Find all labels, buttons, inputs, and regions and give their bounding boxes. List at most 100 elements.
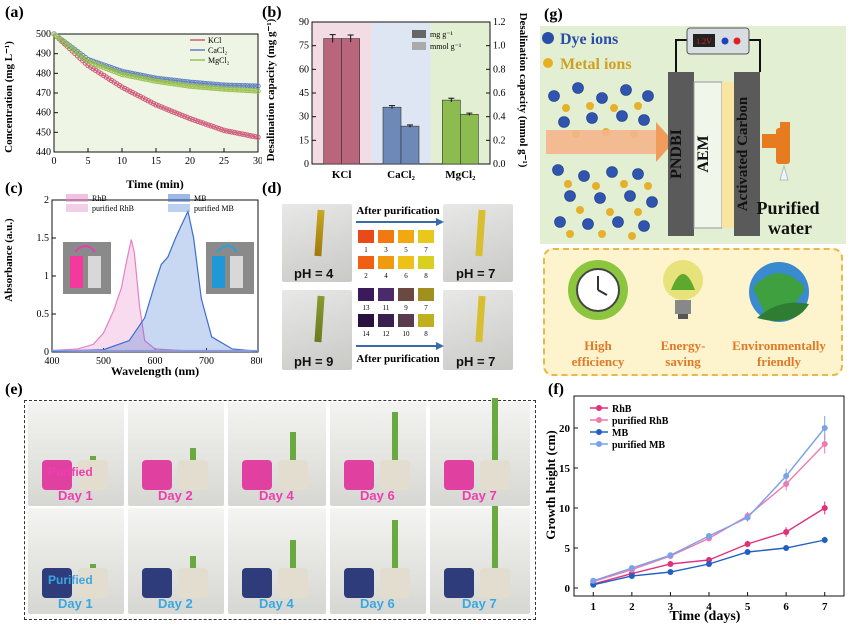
legend-marker bbox=[596, 429, 602, 435]
data-point bbox=[202, 121, 209, 127]
dye-ion bbox=[620, 84, 632, 96]
data-point bbox=[252, 88, 259, 94]
bar-mg bbox=[323, 38, 342, 165]
data-point bbox=[161, 79, 167, 86]
data-point bbox=[121, 72, 128, 78]
dye-ion bbox=[552, 164, 564, 176]
data-point bbox=[244, 132, 251, 138]
data-point bbox=[213, 124, 219, 131]
data-point bbox=[142, 76, 149, 82]
data-point bbox=[171, 81, 178, 87]
legend-label: MB bbox=[612, 428, 628, 439]
panel-label-g: (g) bbox=[544, 6, 563, 23]
dye-ion bbox=[582, 218, 594, 230]
g-cell-diagram: Dye ions Metal ions 1.2V PNDBI AEM Activ… bbox=[542, 27, 820, 240]
data-point bbox=[176, 81, 183, 88]
legend-swatch bbox=[66, 194, 88, 202]
x-tick-label: 5 bbox=[745, 601, 751, 613]
data-point bbox=[124, 72, 130, 79]
mb-arrow bbox=[216, 245, 238, 253]
ph-swatch-label: 12 bbox=[383, 330, 391, 338]
chart-f-xlabel: Time (days) bbox=[670, 609, 741, 624]
data-point bbox=[744, 541, 751, 547]
x-tick-label: 1 bbox=[591, 601, 597, 613]
ph-swatch bbox=[418, 314, 434, 327]
benefit-3b: friendly bbox=[757, 354, 802, 369]
metal-ion bbox=[610, 104, 618, 112]
data-point bbox=[205, 122, 212, 128]
legend-swatch bbox=[412, 30, 426, 38]
after-purification-top: After purification bbox=[356, 205, 439, 217]
data-point bbox=[182, 82, 188, 89]
legend-label: purified MB bbox=[194, 204, 234, 213]
data-point bbox=[127, 88, 133, 94]
area-fill-2 bbox=[52, 211, 258, 352]
plant-photo bbox=[28, 402, 124, 506]
data-point bbox=[127, 73, 133, 79]
panel-label-f: (f) bbox=[548, 381, 564, 398]
x-tick-label: 6 bbox=[783, 601, 789, 613]
ph-swatch bbox=[358, 256, 374, 269]
y-tick-label: 10 bbox=[559, 503, 571, 515]
day-label: Day 4 bbox=[259, 596, 294, 611]
series-line-0 bbox=[593, 507, 826, 585]
data-point bbox=[821, 441, 828, 447]
ph-swatch-label: 6 bbox=[404, 272, 408, 280]
y-tick-label: 2 bbox=[44, 195, 49, 206]
x-tick-label: 700 bbox=[199, 356, 214, 367]
legend-label: KCl bbox=[208, 36, 222, 45]
plant-photo bbox=[430, 398, 530, 506]
y-tick-label: 0 bbox=[304, 159, 309, 170]
x-tick-label: 2 bbox=[629, 601, 635, 613]
data-point bbox=[182, 78, 188, 85]
data-point bbox=[216, 85, 222, 92]
y-tick-label: 0 bbox=[44, 347, 49, 358]
metal-ion bbox=[634, 208, 642, 216]
data-point bbox=[158, 104, 164, 110]
aem-membrane bbox=[693, 81, 723, 229]
data-point bbox=[239, 87, 246, 93]
data-point bbox=[821, 425, 828, 431]
ph-swatch-label: 2 bbox=[364, 272, 368, 280]
pndbi-electrode bbox=[668, 72, 694, 236]
y-tick-label: 450 bbox=[36, 127, 51, 138]
chart-a: Concentration (mg L⁻¹) Time (min) 0 5 10 15… bbox=[3, 29, 262, 190]
y2-tick-label: 0.2 bbox=[493, 135, 506, 146]
data-point bbox=[100, 64, 107, 71]
aem-label: AEM bbox=[695, 135, 712, 172]
benefit-3a: Environmentally bbox=[732, 338, 826, 353]
data-point bbox=[95, 62, 102, 69]
data-point bbox=[158, 79, 164, 85]
x-tick-label: 4 bbox=[706, 601, 712, 613]
bar-mmol bbox=[341, 38, 360, 165]
data-point bbox=[129, 73, 136, 80]
bar-mg bbox=[382, 106, 402, 165]
data-point bbox=[210, 124, 217, 130]
category-label: KCl bbox=[332, 169, 352, 181]
data-point bbox=[208, 123, 214, 129]
y-tick-label: 45 bbox=[299, 88, 309, 99]
legend-label: RhB bbox=[92, 194, 107, 203]
purified-label-1: Purified bbox=[757, 198, 820, 218]
data-point bbox=[242, 87, 248, 93]
chart-c-ylabel: Absorbance (a.u.) bbox=[3, 218, 15, 302]
earth-leaf-icon bbox=[749, 262, 809, 322]
data-point bbox=[176, 78, 183, 84]
ph-swatch bbox=[398, 314, 414, 327]
data-point bbox=[171, 109, 178, 115]
y2-tick-label: 0.8 bbox=[493, 64, 506, 75]
day-label: Day 1 bbox=[58, 596, 93, 611]
chart-f-ylabel: Growth height (cm) bbox=[543, 430, 558, 540]
data-point bbox=[250, 133, 256, 139]
legend-swatch bbox=[412, 42, 426, 50]
data-point bbox=[234, 130, 240, 136]
data-point bbox=[247, 132, 253, 139]
data-point bbox=[216, 125, 222, 132]
data-point bbox=[155, 103, 162, 109]
bar-mmol bbox=[460, 114, 479, 165]
data-point bbox=[132, 74, 138, 80]
data-point bbox=[231, 129, 238, 136]
data-point bbox=[590, 577, 597, 584]
x-tick-label: 25 bbox=[219, 156, 229, 167]
ph-swatch-label: 7 bbox=[424, 246, 428, 254]
